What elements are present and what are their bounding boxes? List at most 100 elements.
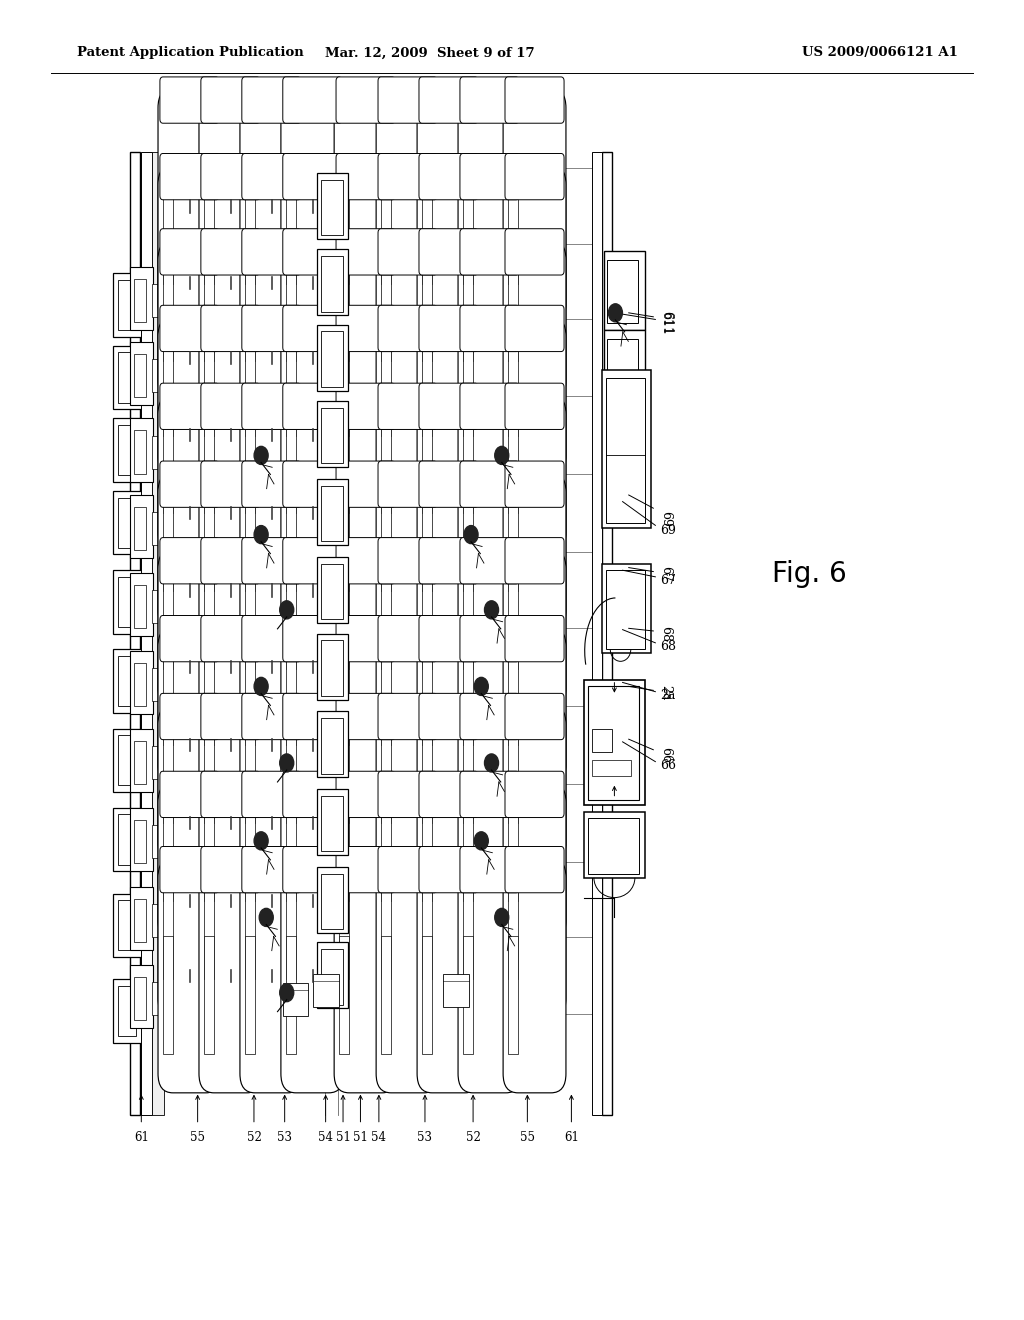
Bar [134,354,146,397]
FancyBboxPatch shape [417,165,480,400]
Bar [286,550,296,669]
FancyBboxPatch shape [460,228,519,275]
FancyBboxPatch shape [240,165,303,400]
FancyBboxPatch shape [460,461,519,507]
FancyBboxPatch shape [160,153,219,199]
Bar [508,705,518,824]
Text: 69: 69 [660,524,677,537]
Bar [317,867,348,933]
FancyBboxPatch shape [201,771,260,817]
FancyBboxPatch shape [242,537,301,583]
FancyBboxPatch shape [199,317,262,552]
Bar [508,550,518,669]
FancyBboxPatch shape [376,473,439,708]
FancyBboxPatch shape [458,705,521,940]
Bar [463,243,473,362]
FancyBboxPatch shape [417,858,480,1093]
Bar [286,783,296,900]
FancyBboxPatch shape [419,77,478,123]
FancyBboxPatch shape [240,627,303,862]
FancyBboxPatch shape [419,383,478,429]
FancyBboxPatch shape [505,228,564,275]
FancyBboxPatch shape [158,783,221,1018]
FancyBboxPatch shape [503,395,566,630]
Bar [422,473,432,591]
Text: 54: 54 [372,1131,386,1144]
FancyBboxPatch shape [201,537,260,583]
FancyBboxPatch shape [158,549,221,784]
Bar [163,166,173,285]
FancyBboxPatch shape [160,771,219,817]
FancyBboxPatch shape [336,615,395,661]
Bar [113,979,143,1043]
Bar [113,729,143,792]
Bar [118,352,136,403]
FancyBboxPatch shape [336,305,395,351]
Bar [163,705,173,824]
FancyBboxPatch shape [376,549,439,784]
Bar [130,573,153,636]
Bar [422,243,432,362]
Bar [508,627,518,744]
Bar [113,649,143,713]
Bar [339,395,349,513]
Bar [321,331,343,387]
Bar [592,760,631,776]
FancyBboxPatch shape [240,395,303,630]
Bar [113,570,143,634]
Bar [163,395,173,513]
Bar [339,705,349,824]
Bar [588,818,639,874]
Bar [381,166,391,285]
Text: 54: 54 [318,1131,333,1144]
FancyBboxPatch shape [242,228,301,275]
Bar [204,550,214,668]
Bar [584,812,645,878]
Bar [317,479,348,545]
Circle shape [484,754,499,772]
FancyBboxPatch shape [460,383,519,429]
FancyBboxPatch shape [460,77,519,123]
Bar [381,243,391,362]
FancyBboxPatch shape [199,240,262,475]
FancyBboxPatch shape [281,395,344,630]
Bar [113,273,143,337]
Bar [163,550,173,669]
Circle shape [495,446,509,465]
FancyBboxPatch shape [160,77,219,123]
Text: 55: 55 [520,1131,535,1144]
FancyBboxPatch shape [376,165,439,400]
Bar [204,395,214,513]
FancyBboxPatch shape [281,473,344,708]
Bar [443,974,469,1007]
Bar [317,789,348,855]
Bar [130,152,140,1115]
Bar [381,550,391,668]
Bar [134,899,146,942]
Bar [245,627,255,744]
Bar [286,243,296,362]
Bar [204,783,214,900]
Bar [339,550,349,669]
Bar [118,656,136,706]
FancyBboxPatch shape [283,153,342,199]
FancyBboxPatch shape [240,858,303,1093]
Bar [463,550,473,669]
FancyBboxPatch shape [336,461,395,507]
FancyBboxPatch shape [417,317,480,552]
FancyBboxPatch shape [336,771,395,817]
Text: Patent Application Publication: Patent Application Publication [77,46,303,59]
FancyBboxPatch shape [158,240,221,475]
FancyBboxPatch shape [505,77,564,123]
Bar [118,280,136,330]
FancyBboxPatch shape [378,537,437,583]
FancyBboxPatch shape [458,88,521,323]
FancyBboxPatch shape [242,771,301,817]
Bar [113,491,143,554]
FancyBboxPatch shape [503,88,566,323]
Text: 55: 55 [190,1131,205,1144]
FancyBboxPatch shape [376,240,439,475]
FancyBboxPatch shape [505,383,564,429]
Circle shape [254,446,268,465]
Bar [422,705,432,824]
